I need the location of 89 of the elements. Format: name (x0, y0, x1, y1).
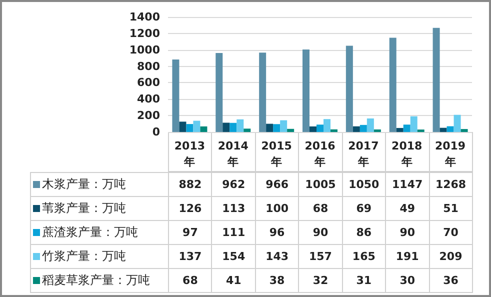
data-label: 41 (211, 268, 256, 293)
y-tick-label: 800 (137, 60, 160, 73)
data-label: 86 (342, 220, 386, 245)
bar (186, 124, 194, 132)
legend-label: 木浆产量：万吨 (30, 172, 169, 197)
x-tick-label: 2019年 (434, 140, 466, 168)
x-tick-label: 2018年 (392, 140, 422, 168)
y-tick-label: 1400 (129, 10, 160, 24)
bar (352, 126, 360, 132)
data-label: 1005 (298, 172, 343, 197)
bar (273, 124, 280, 132)
x-tick-label: 2013年 (174, 140, 206, 168)
legend-label: 苇浆产量：万吨 (30, 196, 169, 221)
data-label: 1268 (428, 172, 473, 197)
bar (302, 49, 310, 132)
bar (259, 52, 266, 132)
bar (432, 28, 440, 132)
x-tick-label: 2015年 (261, 140, 292, 168)
bar (287, 128, 294, 132)
bar (346, 46, 353, 132)
bar (193, 120, 200, 132)
data-label: 70 (428, 220, 473, 245)
data-label: 30 (385, 268, 430, 293)
data-label: 143 (254, 244, 300, 269)
data-label: 111 (211, 220, 256, 245)
bar (310, 126, 316, 132)
data-label: 68 (168, 268, 212, 293)
bar (454, 114, 461, 132)
x-tick-label: 2017年 (348, 140, 379, 168)
data-label: 68 (298, 196, 343, 221)
legend-label: 稻麦草浆产量：万吨 (30, 268, 169, 293)
data-label: 36 (428, 268, 473, 293)
data-label: 113 (211, 196, 256, 221)
bar (374, 129, 381, 132)
data-label: 96 (254, 220, 300, 245)
data-label: 51 (428, 196, 473, 221)
x-tick-label: 2014年 (218, 140, 249, 168)
bar (230, 122, 237, 132)
bar (222, 122, 230, 132)
data-label: 137 (168, 244, 212, 269)
y-tick-label: 200 (137, 109, 160, 122)
legend-label: 竹浆产量：万吨 (30, 244, 169, 269)
bar (330, 129, 338, 132)
bar (360, 124, 367, 132)
data-label: 100 (254, 196, 300, 221)
data-label: 32 (298, 268, 343, 293)
legend-label: 蔗渣浆产量：万吨 (30, 220, 169, 245)
y-tick-label: 1200 (129, 26, 160, 40)
data-label: 191 (385, 244, 430, 269)
y-tick-label: 400 (137, 92, 160, 106)
y-tick-label: 600 (137, 76, 160, 90)
bar (366, 118, 374, 132)
y-tick-label: 0 (152, 126, 160, 138)
data-label: 154 (211, 244, 256, 269)
bar (460, 129, 468, 132)
bar (446, 126, 454, 132)
data-label: 97 (168, 220, 212, 245)
bar (280, 120, 288, 132)
data-label: 126 (168, 196, 212, 221)
bar (244, 128, 251, 132)
bar (403, 124, 410, 132)
bar (440, 128, 447, 132)
data-label: 31 (342, 268, 386, 293)
bar (216, 52, 223, 132)
bar (200, 126, 208, 132)
data-label: 962 (211, 172, 256, 197)
bar (410, 116, 418, 132)
bar (172, 60, 180, 132)
data-label: 69 (342, 196, 386, 221)
bar (316, 124, 324, 132)
data-label: 1147 (385, 172, 430, 197)
data-label: 90 (385, 220, 430, 245)
bar (324, 119, 330, 132)
data-label: 209 (428, 244, 473, 269)
bar (179, 122, 186, 132)
data-label: 157 (298, 244, 343, 269)
x-tick-label: 2016年 (304, 140, 336, 168)
data-label: 882 (168, 172, 212, 197)
bar (396, 128, 404, 132)
bar (389, 38, 396, 132)
data-label: 165 (342, 244, 386, 269)
data-label: 49 (385, 196, 430, 221)
bar (266, 124, 274, 132)
data-label: 38 (254, 268, 300, 293)
data-label: 90 (298, 220, 343, 245)
data-label: 1050 (342, 172, 386, 197)
data-label: 966 (254, 172, 300, 197)
bar (236, 119, 244, 132)
y-tick-label: 1000 (129, 43, 160, 56)
